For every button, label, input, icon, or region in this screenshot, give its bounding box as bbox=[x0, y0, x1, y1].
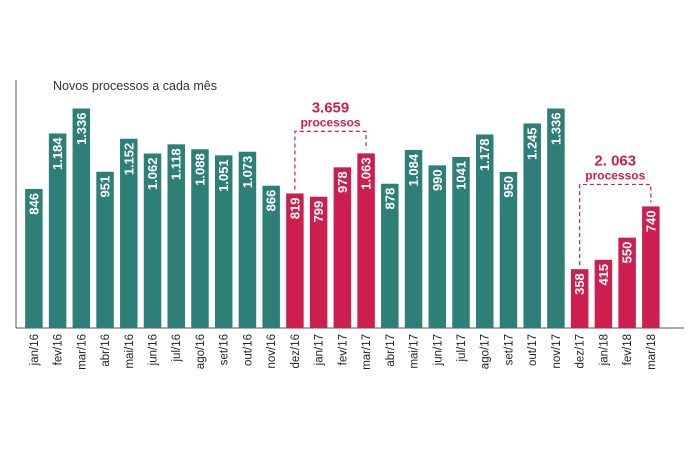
bar-value-label: 550 bbox=[620, 242, 635, 264]
x-tick-label: out/17 bbox=[527, 334, 539, 366]
x-tick-label: mai/17 bbox=[409, 334, 421, 369]
bar-dez/17 bbox=[570, 269, 589, 328]
x-tick-label: abr/16 bbox=[100, 334, 112, 367]
bar-fev/17 bbox=[333, 167, 352, 328]
x-tick-label: ago/17 bbox=[480, 334, 492, 369]
bar-value-label: 990 bbox=[430, 169, 445, 191]
bar-jan/17 bbox=[309, 196, 328, 328]
bar-set/17 bbox=[499, 171, 518, 328]
x-tick-label: jul/16 bbox=[171, 334, 183, 363]
bar-value-label: 878 bbox=[382, 188, 397, 210]
bar-value-label: 1.051 bbox=[216, 159, 231, 192]
x-tick-label: mai/16 bbox=[124, 334, 136, 369]
bar-value-label: 819 bbox=[287, 197, 302, 219]
annotation-unit: processos bbox=[585, 168, 645, 182]
x-tick-label: dez/17 bbox=[575, 334, 587, 369]
bar-mar/18 bbox=[642, 206, 660, 328]
bar-value-label: 1.336 bbox=[548, 113, 563, 146]
bar-value-label: 1.336 bbox=[74, 113, 89, 146]
bar-mai/17 bbox=[404, 149, 423, 328]
bar-value-label: 846 bbox=[26, 193, 41, 215]
x-tick-label: fev/17 bbox=[337, 334, 349, 365]
bar-fev/18 bbox=[618, 237, 636, 328]
bar-out/16 bbox=[238, 151, 257, 328]
bar-mar/16 bbox=[72, 108, 91, 328]
bars-group: 846 jan/16 1.184 fev/16 1.336 mar/16 951 abr/16… bbox=[25, 108, 660, 370]
bar-mar/17 bbox=[357, 153, 375, 328]
x-tick-label: mar/17 bbox=[361, 334, 373, 370]
bar-value-label: 1.088 bbox=[192, 153, 207, 186]
bar-value-label: 1.063 bbox=[359, 157, 374, 190]
bar-abr/16 bbox=[96, 171, 114, 328]
x-tick-label: mar/16 bbox=[76, 334, 88, 370]
x-tick-label: dez/16 bbox=[290, 334, 302, 369]
bar-value-label: 950 bbox=[501, 176, 516, 198]
bar-set/16 bbox=[214, 155, 233, 328]
bar-nov/17 bbox=[547, 108, 565, 328]
bar-value-label: 799 bbox=[311, 201, 326, 223]
x-tick-label: jan/18 bbox=[598, 334, 610, 366]
bar-value-label: 1.073 bbox=[240, 156, 255, 189]
annotation-bracket bbox=[579, 183, 652, 266]
annotation-unit: processos bbox=[300, 115, 360, 129]
bar-dez/16 bbox=[286, 193, 304, 328]
x-tick-label: jan/17 bbox=[314, 334, 326, 366]
x-tick-label: set/16 bbox=[219, 334, 231, 365]
annotation-total: 3.659 bbox=[312, 99, 350, 116]
x-tick-label: mar/18 bbox=[646, 334, 658, 370]
bar-jul/17 bbox=[452, 156, 470, 328]
x-tick-label: fev/18 bbox=[622, 334, 634, 365]
bar-value-label: 978 bbox=[335, 171, 350, 193]
x-tick-label: fev/16 bbox=[53, 334, 65, 365]
bar-jan/18 bbox=[594, 259, 613, 328]
bar-jan/16 bbox=[25, 189, 43, 328]
bar-ago/16 bbox=[191, 149, 209, 328]
annotation-total: 2. 063 bbox=[594, 152, 636, 169]
x-tick-label: jul/17 bbox=[456, 334, 468, 363]
bar-value-label: 415 bbox=[596, 264, 611, 286]
bar-out/17 bbox=[523, 123, 541, 328]
bar-value-label: 1.084 bbox=[406, 153, 421, 186]
annotation-bracket bbox=[294, 130, 367, 190]
bar-jul/16 bbox=[167, 144, 185, 328]
bar-mai/16 bbox=[120, 138, 138, 328]
x-tick-label: set/17 bbox=[503, 334, 515, 365]
x-tick-label: nov/17 bbox=[551, 334, 563, 369]
x-tick-label: jun/17 bbox=[432, 334, 444, 366]
bar-value-label: 1.062 bbox=[145, 158, 160, 191]
bar-value-label: 1041 bbox=[454, 161, 469, 190]
x-tick-label: jun/16 bbox=[148, 334, 160, 366]
bar-jun/16 bbox=[143, 153, 162, 328]
bar-value-label: 358 bbox=[572, 273, 587, 295]
bar-value-label: 1.152 bbox=[121, 143, 136, 176]
x-tick-label: ago/16 bbox=[195, 334, 207, 369]
bar-jun/17 bbox=[428, 165, 447, 328]
bar-value-label: 740 bbox=[643, 210, 658, 232]
bar-abr/17 bbox=[381, 183, 399, 328]
bar-value-label: 951 bbox=[98, 176, 113, 198]
bar-value-label: 1.245 bbox=[525, 127, 540, 160]
x-tick-label: nov/16 bbox=[266, 334, 278, 369]
bar-value-label: 866 bbox=[264, 190, 279, 212]
chart-subtitle: Novos processos a cada mês bbox=[53, 79, 217, 93]
x-tick-label: out/16 bbox=[242, 334, 254, 366]
x-tick-label: jan/16 bbox=[29, 334, 41, 366]
bar-nov/16 bbox=[262, 185, 280, 328]
bar-ago/17 bbox=[475, 134, 494, 328]
bar-value-label: 1.118 bbox=[169, 148, 184, 180]
bar-value-label: 1.178 bbox=[477, 138, 492, 171]
bar-fev/16 bbox=[48, 133, 67, 328]
bar-value-label: 1.184 bbox=[50, 137, 65, 170]
x-tick-label: abr/17 bbox=[385, 334, 397, 367]
